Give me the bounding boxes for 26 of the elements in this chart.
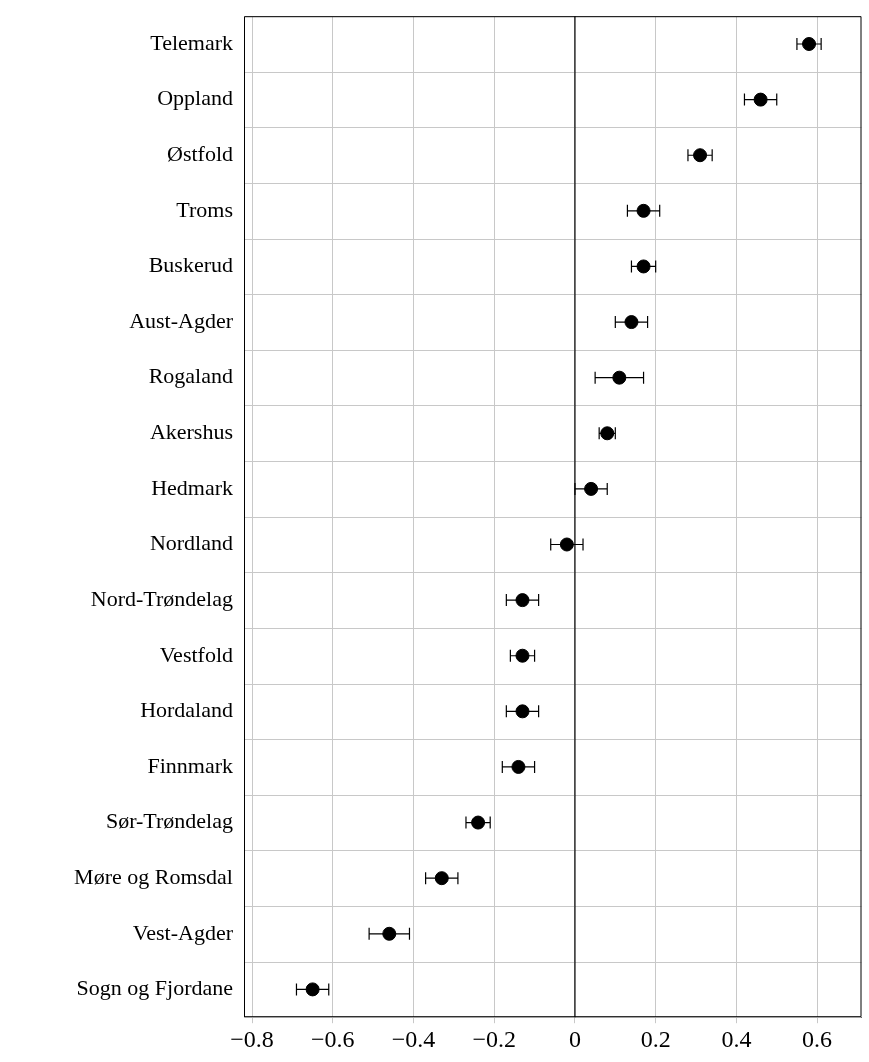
x-tick-label: −0.2 [472,1025,516,1052]
y-tick-label: Sogn og Fjordane [76,975,233,1001]
y-tick-label: Nord-Trøndelag [90,585,233,611]
y-tick-label: Troms [176,196,233,222]
y-tick-label: Akershus [149,419,233,445]
y-tick-label: Finnmark [147,752,233,778]
y-tick-label: Telemark [150,29,233,55]
y-tick-label: Rogaland [148,363,233,389]
x-tick-label: −0.4 [391,1025,436,1052]
y-tick-label: Oppland [157,85,233,111]
y-tick-label: Hedmark [151,474,233,500]
y-tick-label: Vestfold [159,641,233,667]
y-tick-label: Vest-Agder [132,919,234,945]
x-tick-label: 0.2 [640,1025,671,1052]
x-tick-label: 0.6 [802,1025,833,1052]
y-tick-label: Østfold [167,141,233,167]
y-tick-label: Buskerud [148,252,233,278]
y-tick-label: Nordland [149,530,233,556]
y-tick-label: Sør-Trøndelag [105,808,233,834]
x-tick-label: 0 [568,1025,581,1052]
x-tick-label: −0.6 [311,1025,355,1052]
x-tick-label: 0.4 [721,1025,752,1052]
y-tick-label: Møre og Romsdal [74,863,233,889]
x-tick-label: −0.8 [230,1025,274,1052]
y-tick-label: Hordaland [140,697,233,723]
y-tick-label: Aust-Agder [129,307,234,333]
